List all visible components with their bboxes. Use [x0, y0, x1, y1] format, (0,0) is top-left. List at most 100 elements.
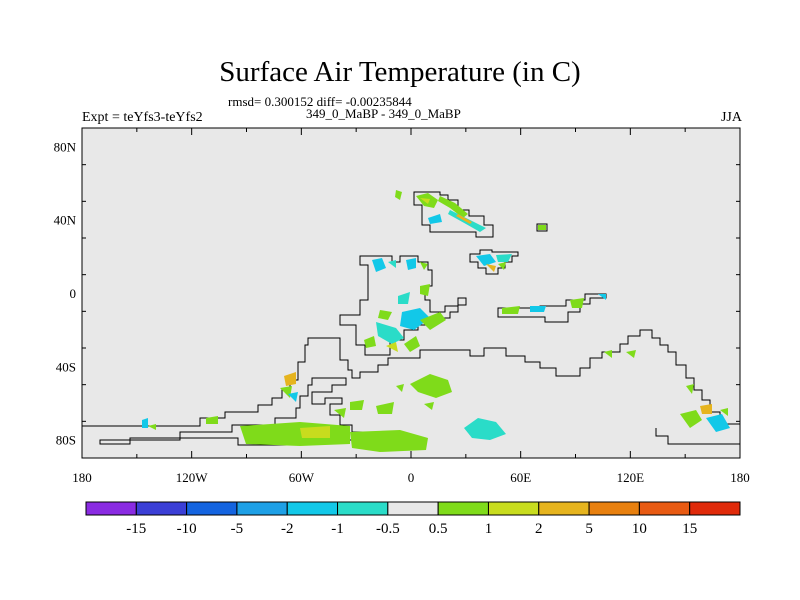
lon-tick-label: 60E [510, 470, 531, 485]
patch-na-10 [364, 336, 376, 348]
patch-na-2 [388, 260, 396, 268]
lon-tick-label: 60W [289, 470, 315, 485]
colorbar-box [387, 501, 439, 516]
patch-s-16 [148, 424, 156, 430]
coast-north-america [339, 255, 467, 356]
patch-na-9 [420, 312, 446, 330]
patch-asia-6 [395, 190, 402, 200]
colorbar-label: 10 [632, 521, 647, 537]
lat-tick-label: 80S [56, 433, 76, 448]
patch-s-20 [680, 410, 702, 428]
colorbar-label: 2 [535, 521, 543, 537]
patch-na-5 [398, 292, 410, 304]
colorbar-label: -5 [231, 521, 244, 537]
map-background [82, 128, 740, 458]
patch-eq-3 [570, 298, 584, 308]
coast-island-east [536, 223, 548, 232]
colorbar-box [588, 501, 640, 516]
season-label: JJA [720, 110, 742, 125]
patch-na-7 [400, 308, 430, 330]
patch-sea-4 [498, 262, 506, 270]
colorbar-label: -2 [281, 521, 294, 537]
patch-sea-3 [486, 264, 496, 272]
colorbar-label: 0.5 [429, 521, 448, 537]
patch-na-12 [386, 342, 398, 352]
patch-s-23 [720, 408, 728, 416]
lat-tick-label: 0 [70, 286, 77, 301]
patch-s-5 [396, 384, 404, 392]
patch-na-6 [378, 310, 392, 320]
colorbar-label: 5 [585, 521, 593, 537]
stats-text: rmsd= 0.300152 diff= -0.00235844 [228, 94, 412, 109]
patch-asia-5 [456, 214, 472, 224]
colorbar-box [286, 501, 339, 516]
lon-tick-label: 0 [408, 470, 415, 485]
patch-s-1 [284, 372, 296, 386]
patch-na-11 [404, 336, 420, 352]
patch-eq-4 [598, 294, 606, 300]
expt-label: Expt = teYfs3-teYfs2 [82, 110, 203, 125]
colorbar-label: 15 [682, 521, 697, 537]
colorbar-box [437, 501, 489, 516]
patch-s-21 [700, 404, 712, 414]
patch-island [538, 225, 546, 230]
patch-na-4 [420, 262, 428, 270]
colorbar-box [186, 501, 238, 516]
patch-s-19 [686, 384, 694, 394]
patch-s-8 [334, 408, 346, 418]
colorbar-box [85, 501, 137, 516]
map-title: Surface Air Temperature (in C) [219, 56, 581, 88]
patch-sea-2 [496, 254, 512, 262]
colorbar-label: 1 [485, 521, 493, 537]
colorbar-box [135, 501, 188, 516]
coast-equatorial [497, 293, 607, 323]
lat-tick-label: 80N [54, 139, 77, 154]
patch-eq-2 [530, 306, 546, 312]
lat-tick-label: 40S [56, 359, 76, 374]
patch-s-7 [376, 402, 394, 414]
patch-asia-7 [428, 214, 442, 224]
patch-s-14 [206, 416, 218, 424]
colorbar-box [538, 501, 590, 516]
colorbar-label: -0.5 [376, 521, 400, 537]
patch-s-4 [410, 374, 452, 398]
patch-s-11 [240, 422, 350, 446]
patch-s-13 [350, 430, 428, 452]
patch-na-3 [406, 258, 416, 270]
colorbar: -15 -10 -5 -2 -1 -0.5 0.5 1 2 5 10 15 [85, 501, 741, 537]
colorbar-box [236, 501, 288, 516]
patch-eq-1 [502, 306, 520, 314]
patch-s-10 [464, 418, 506, 440]
patch-s-17 [604, 350, 612, 358]
lat-tick-label: 40N [54, 213, 77, 228]
colorbar-box [638, 501, 691, 516]
map-panel: 180 120W 60W 0 60E 120E 180 80N 40N 0 40S 80S [54, 127, 750, 485]
patch-na-8 [376, 322, 404, 344]
patch-asia-2 [420, 198, 430, 204]
map-ticks: 180 120W 60W 0 60E 120E 180 80N 40N 0 40S 80S [54, 127, 750, 485]
colorbar-box [689, 501, 741, 516]
lon-tick-label: 180 [730, 470, 750, 485]
lon-tick-label: 120E [617, 470, 645, 485]
colorbar-label: -1 [331, 521, 344, 537]
patch-s-22 [706, 414, 730, 432]
patch-s-18 [626, 350, 636, 358]
patch-s-6 [350, 400, 364, 410]
colorbar-box [487, 501, 540, 516]
patch-s-9 [424, 402, 434, 410]
coast-southern-east [655, 428, 740, 445]
patch-sea-1 [476, 254, 496, 266]
patch-s-15 [142, 418, 148, 428]
lon-tick-label: 180 [72, 470, 92, 485]
colorbar-label: -10 [177, 521, 197, 537]
patch-s-3 [288, 392, 298, 402]
run-label: 349_0_MaBP - 349_0_MaBP [306, 106, 461, 121]
patch-s-12 [300, 426, 330, 438]
lon-tick-label: 120W [176, 470, 209, 485]
patch-na-1 [372, 258, 386, 272]
colorbar-label: -15 [126, 521, 146, 537]
coast-eurasia [413, 191, 494, 238]
colorbar-box [337, 501, 389, 516]
patch-na-13 [420, 284, 430, 296]
